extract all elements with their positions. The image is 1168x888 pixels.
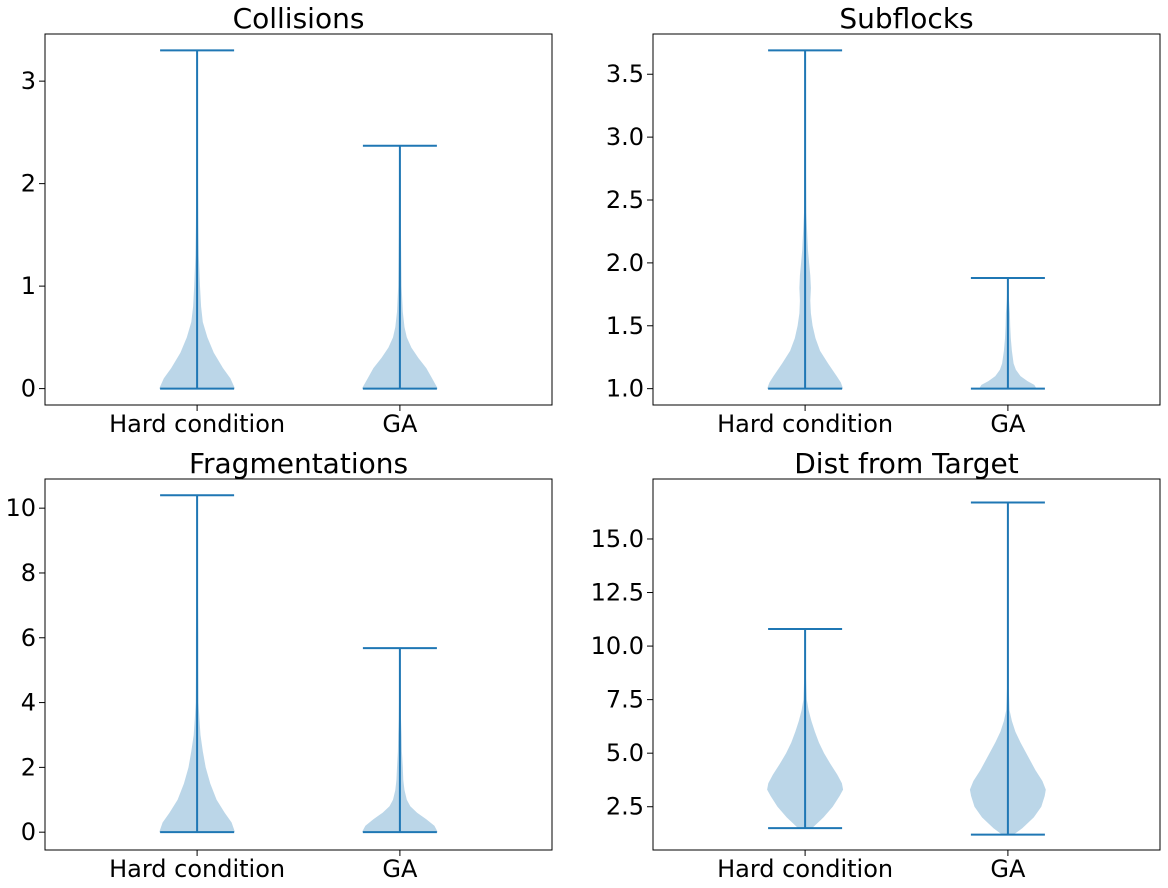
collisions-xtick-label-ga: GA — [382, 410, 418, 438]
subflocks-ytick-label: 2.0 — [606, 249, 644, 277]
dist-from-target-ytick-label: 10.0 — [591, 632, 644, 660]
subplot-subflocks: Subflocks 1.0 1.5 2.0 2.5 3.0 3.5 Hard conditio… — [606, 2, 1161, 438]
subplot-dist-from-target: Dist from Target 2.5 5.0 7.5 10.0 12.5 15.0 Har… — [591, 447, 1161, 883]
collisions-axes-frame — [44, 33, 553, 406]
fragmentations-ytick-label: 6 — [21, 624, 36, 652]
dist-from-target-ytick-label: 2.5 — [606, 793, 644, 821]
fragmentations-xtick-label-ga: GA — [382, 855, 418, 883]
fragmentations-ytick-label: 8 — [21, 559, 36, 587]
subflocks-axes-frame — [652, 33, 1161, 406]
subflocks-title: Subflocks — [839, 2, 973, 35]
dist-from-target-title: Dist from Target — [794, 447, 1019, 480]
subflocks-ytick-label: 1.0 — [606, 375, 644, 403]
fragmentations-xtick-label-hard-condition: Hard condition — [109, 855, 285, 883]
subflocks-ytick-label: 3.5 — [606, 60, 644, 88]
subflocks-ytick-label: 1.5 — [606, 312, 644, 340]
dist-from-target-ytick-label: 15.0 — [591, 525, 644, 553]
dist-from-target-axes-frame — [652, 478, 1161, 851]
fragmentations-ytick-label: 0 — [21, 818, 36, 846]
subplot-collisions: Collisions 0 1 2 3 Hard condition GA — [21, 2, 553, 438]
fragmentations-ytick-label: 10 — [5, 494, 36, 522]
subplot-fragmentations: Fragmentations 0 2 4 6 8 10 Hard condition GA — [5, 447, 553, 883]
collisions-xtick-label-hard-condition: Hard condition — [109, 410, 285, 438]
dist-from-target-ytick-label: 5.0 — [606, 739, 644, 767]
subflocks-ytick-label: 3.0 — [606, 123, 644, 151]
subflocks-xtick-label-ga: GA — [990, 410, 1026, 438]
subflocks-ytick-label: 2.5 — [606, 186, 644, 214]
fragmentations-ytick-label: 4 — [21, 689, 36, 717]
collisions-ytick-label: 0 — [21, 375, 36, 403]
collisions-ytick-label: 2 — [21, 170, 36, 198]
collisions-ytick-label: 3 — [21, 67, 36, 95]
fragmentations-title: Fragmentations — [189, 447, 408, 480]
fragmentations-ytick-label: 2 — [21, 753, 36, 781]
collisions-title: Collisions — [233, 2, 365, 35]
subflocks-xtick-label-hard-condition: Hard condition — [717, 410, 893, 438]
dist-from-target-xtick-label-ga: GA — [990, 855, 1026, 883]
collisions-ytick-label: 1 — [21, 272, 36, 300]
dist-from-target-ytick-label: 12.5 — [591, 579, 644, 607]
dist-from-target-xtick-label-hard-condition: Hard condition — [717, 855, 893, 883]
dist-from-target-ytick-label: 7.5 — [606, 686, 644, 714]
fragmentations-axes-frame — [44, 478, 553, 851]
